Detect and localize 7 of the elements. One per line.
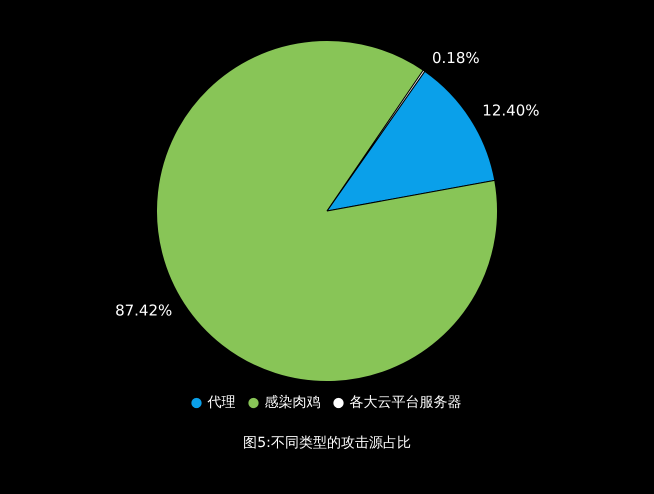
data-label: 0.18% (432, 49, 480, 68)
legend-label: 感染肉鸡 (264, 394, 320, 411)
legend-label: 代理 (206, 394, 236, 411)
legend-label: 各大云平台服务器 (350, 394, 462, 411)
data-label: 87.42% (115, 301, 172, 320)
data-label: 12.40% (482, 101, 540, 120)
caption: 图5:不同类型的攻击源占比 (242, 434, 412, 452)
